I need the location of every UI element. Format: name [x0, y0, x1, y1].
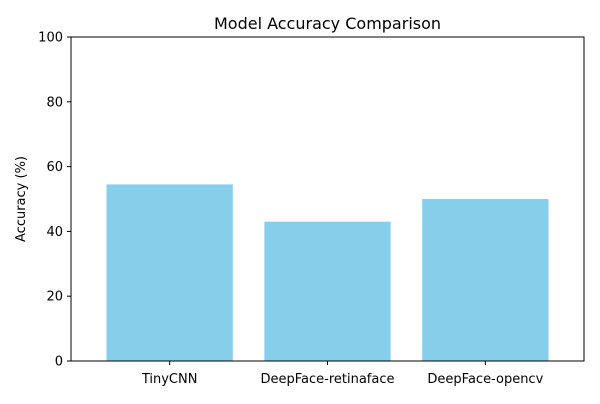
y-tick-label: 40	[46, 225, 63, 240]
axes-frame	[70, 36, 585, 362]
bar-deepface-opencv	[422, 199, 549, 361]
y-tick-label: 60	[46, 160, 63, 175]
x-tick-label: DeepFace-opencv	[427, 372, 543, 387]
bar-tinycnn	[106, 184, 233, 361]
bar-deepface-retinaface	[264, 221, 391, 361]
y-axis-label: Accuracy (%)	[14, 156, 29, 242]
y-tick-label: 100	[38, 31, 63, 46]
plot-area: TinyCNN DeepFace-retinaface DeepFace-openc…	[38, 31, 585, 387]
y-tick-label: 20	[46, 290, 63, 305]
x-tick-label: TinyCNN	[141, 372, 198, 387]
x-tick-label: DeepFace-retinaface	[260, 372, 394, 387]
y-tick-label: 80	[46, 95, 63, 110]
y-tick-label: 0	[55, 355, 63, 370]
chart-title: Model Accuracy Comparison	[214, 14, 441, 33]
